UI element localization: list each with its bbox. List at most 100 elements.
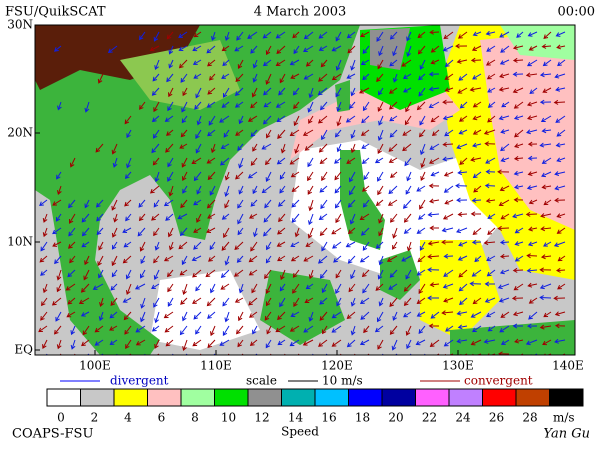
wind-arrow (107, 45, 118, 53)
wind-arrow (224, 185, 230, 197)
wind-arrow (263, 213, 272, 223)
wind-arrow (514, 338, 524, 344)
wind-arrow (418, 73, 426, 81)
wind-arrow (456, 310, 468, 316)
wind-arrow (390, 171, 398, 178)
wind-arrow (487, 213, 496, 219)
colorbar-label: 14 (288, 411, 304, 425)
wind-arrow (177, 213, 188, 220)
wind-arrow (80, 283, 90, 293)
wind-arrow (319, 269, 328, 279)
wind-arrow (163, 199, 174, 207)
wind-arrow (195, 325, 202, 335)
wind-arrow (441, 310, 454, 316)
wind-arrow (279, 171, 286, 180)
wind-arrow (70, 339, 76, 350)
wind-arrow (292, 31, 300, 39)
wind-arrow (525, 339, 538, 346)
wind-arrow (554, 185, 566, 191)
wind-arrow (442, 283, 454, 289)
wind-arrow (427, 295, 440, 301)
wind-arrow (321, 171, 328, 181)
colorbar-swatch (46, 388, 81, 407)
wind-arrow (442, 45, 454, 52)
wind-arrow (81, 339, 90, 347)
wind-arrow (405, 185, 412, 195)
wind-arrow (165, 213, 174, 221)
wind-arrow (378, 115, 384, 126)
wind-arrow (499, 239, 510, 245)
wind-arrow (195, 283, 202, 292)
wind-arrow (416, 269, 426, 276)
wind-arrow (54, 325, 62, 335)
wind-arrow (501, 101, 510, 108)
wind-arrow (405, 325, 412, 336)
wind-arrow (418, 87, 426, 97)
wind-arrow (388, 143, 398, 152)
island (335, 80, 350, 112)
wind-arrow (388, 87, 398, 94)
lon-label: 120E (321, 359, 353, 373)
wind-arrow (361, 157, 370, 164)
wind-arrow (362, 101, 370, 112)
wind-arrow (405, 269, 412, 280)
wind-arrow (347, 227, 356, 235)
wind-arrow (416, 297, 426, 304)
wind-arrow (526, 129, 538, 135)
date-label: 4 March 2003 (254, 5, 347, 20)
wind-arrow (499, 59, 510, 65)
wind-arrow (122, 297, 132, 303)
wind-arrow (377, 171, 384, 182)
wind-arrow (167, 101, 174, 112)
wind-arrow (374, 157, 384, 164)
wind-arrow (206, 157, 216, 164)
wind-arrow (222, 59, 230, 67)
wind-arrow (278, 199, 286, 207)
wind-arrow (527, 241, 538, 247)
colorbar-label: 8 (191, 411, 199, 425)
wind-arrow (392, 45, 398, 57)
wind-arrow (541, 128, 552, 134)
wind-arrow (209, 241, 216, 251)
lon-labels: 100E 110E 120E 130E 140E (79, 350, 584, 373)
wind-arrow (153, 31, 160, 42)
wind-arrow (266, 297, 272, 307)
wind-arrow (302, 129, 314, 136)
wind-arrow (335, 87, 342, 98)
wind-arrow (275, 325, 286, 333)
wind-arrow (512, 323, 524, 329)
wind-arrow (67, 297, 76, 305)
wind-arrow (209, 73, 216, 81)
wind-arrow (406, 45, 412, 58)
wind-arrow (261, 143, 272, 150)
wind-arrow (151, 213, 160, 221)
wind-arrow (166, 31, 174, 40)
wind-arrow (98, 311, 104, 322)
wind-arrow (224, 171, 230, 181)
wind-arrow (182, 283, 188, 295)
wind-arrow (124, 171, 132, 180)
wind-arrow (303, 73, 314, 80)
convergent-label: convergent (464, 374, 533, 388)
wind-arrow (192, 45, 202, 52)
wind-arrow (557, 59, 566, 67)
wind-arrow (234, 241, 244, 251)
wind-arrow (391, 339, 398, 351)
wind-arrow (153, 255, 160, 264)
wind-arrow (250, 157, 258, 166)
wind-arrow (392, 227, 398, 239)
wind-arrow (442, 99, 454, 105)
wind-arrow (458, 269, 468, 278)
wind-arrow (441, 239, 454, 245)
wind-arrow (513, 197, 524, 203)
wind-arrow (252, 59, 258, 69)
wind-arrow (556, 129, 566, 137)
wind-arrow (443, 297, 454, 303)
wind-arrow (83, 269, 90, 281)
wind-arrow (294, 227, 300, 238)
wind-arrow (418, 325, 426, 334)
wind-arrow (279, 283, 286, 292)
wind-arrow (457, 255, 468, 261)
wind-arrow (125, 269, 132, 280)
wind-arrow (165, 143, 174, 153)
